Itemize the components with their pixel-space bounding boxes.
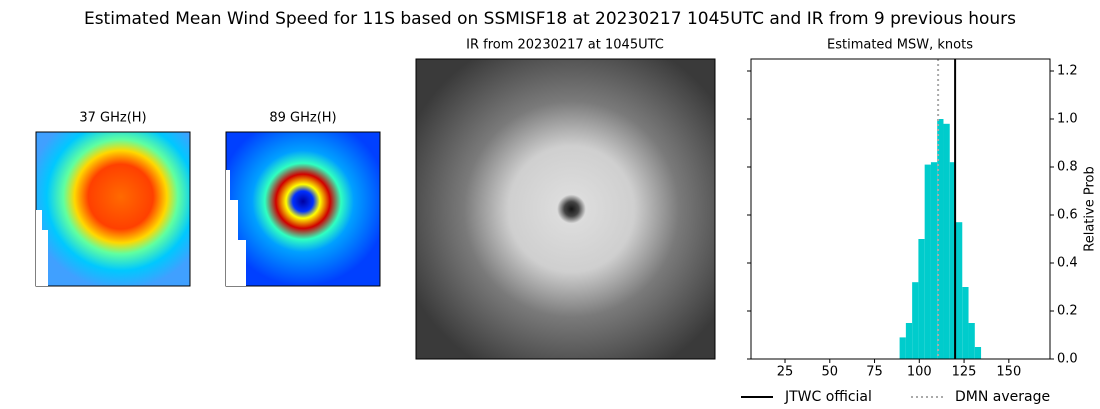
y-tick-label: 0.0: [1057, 352, 1078, 367]
legend-label: DMN average: [955, 389, 1050, 405]
image-37ghz: [35, 131, 191, 287]
panel-title: IR from 20230217 at 1045UTC: [466, 38, 664, 53]
legend: JTWC official DMN average: [741, 389, 1050, 405]
y-tick-label: 0.2: [1057, 304, 1078, 319]
x-tick-label: 150: [996, 365, 1021, 380]
bar: [962, 287, 969, 359]
figure-title: Estimated Mean Wind Speed for 11S based …: [84, 9, 1016, 29]
x-tick-label: 75: [866, 365, 883, 380]
bar: [956, 222, 963, 359]
x-tick-label: 50: [822, 365, 839, 380]
bar: [949, 162, 957, 359]
x-tick-label: 25: [777, 365, 794, 380]
y-axis-label: Relative Prob: [1083, 166, 1098, 251]
y-tick-label: 0.8: [1057, 160, 1078, 175]
chart-title: Estimated MSW, knots: [827, 38, 973, 53]
panel-title: 89 GHz(H): [269, 111, 336, 126]
x-tick-label: 125: [952, 365, 977, 380]
bar: [968, 323, 975, 359]
histogram: [899, 59, 982, 359]
image-89ghz: [225, 131, 381, 287]
bar: [905, 323, 913, 359]
x-tick-label: 100: [907, 365, 932, 380]
bar: [899, 337, 906, 359]
legend-label: JTWC official: [784, 389, 872, 405]
plot-frame: [750, 58, 1051, 360]
bar: [930, 162, 938, 359]
image-ir: [415, 58, 716, 360]
y-tick-label: 1.2: [1057, 64, 1078, 79]
image-mask: [36, 210, 48, 286]
y-tick-label: 0.6: [1057, 208, 1078, 223]
bar: [912, 282, 919, 359]
y-tick-label: 1.0: [1057, 112, 1078, 127]
bar: [943, 123, 950, 359]
y-tick-label: 0.4: [1057, 256, 1078, 271]
panel-title: 37 GHz(H): [79, 111, 146, 126]
image-mask: [226, 170, 246, 286]
bar: [937, 119, 944, 359]
bar: [924, 164, 931, 359]
bar: [974, 347, 982, 359]
bar: [918, 239, 925, 359]
